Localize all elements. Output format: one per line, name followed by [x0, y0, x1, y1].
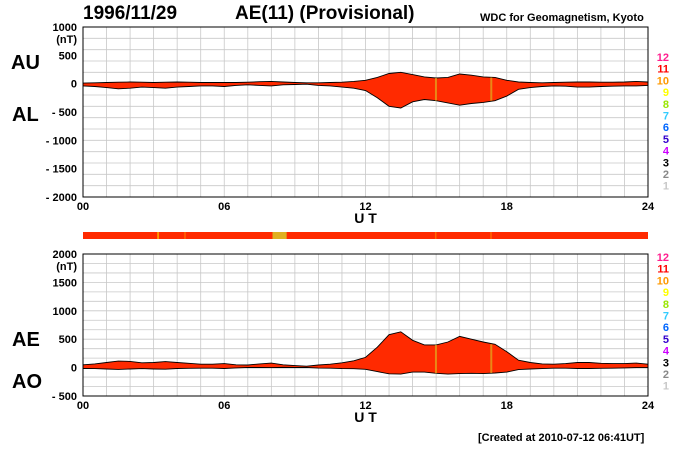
panel2-ytick-label: 1500 [53, 277, 77, 289]
panel2-station-scale-6: 6 [663, 322, 669, 334]
panel2-ytick-label: 0 [71, 363, 77, 375]
coverage-bar-mark [490, 232, 492, 239]
panel1-xtick-label: 24 [642, 201, 655, 213]
panel2-y-unit-label: (nT) [56, 261, 77, 273]
panel1-station-scale-7: 7 [663, 111, 669, 123]
panel2-station-scale-5: 5 [663, 334, 669, 346]
panel2-area [83, 331, 648, 375]
panel1-ytick-label: - 1500 [46, 164, 77, 176]
panel2-station-scale-2: 2 [663, 369, 669, 381]
panel2-station-scale-9: 9 [663, 287, 669, 299]
panel1-x-axis-label: U T [354, 210, 377, 226]
panel1-frame [82, 26, 649, 198]
ae-label: AE [12, 329, 40, 351]
panel1-ytick-label: 500 [59, 50, 77, 62]
coverage-bar-mark [272, 232, 287, 239]
panel1-ytick-label: - 2000 [46, 192, 77, 204]
panel1-ytick-label: - 1000 [46, 135, 77, 147]
chart-title: AE(11) (Provisional) [235, 3, 415, 24]
panel2-xtick-label: 06 [218, 400, 230, 412]
panel2-station-mark [434, 344, 437, 374]
al-label: AL [12, 104, 39, 126]
panel1-station-scale-3: 3 [663, 157, 669, 169]
coverage-bar [83, 232, 648, 239]
coverage-bar-mark [184, 232, 186, 239]
panel1-xtick-label: 00 [77, 201, 89, 213]
panel2-xtick-label: 18 [501, 400, 513, 412]
panel1-ytick-label: 0 [71, 79, 77, 91]
panel1-y-unit-label: (nT) [56, 34, 77, 46]
panel2-ytick-label: 500 [59, 334, 77, 346]
panel2-ytick-label: 2000 [53, 249, 77, 261]
panel2-station-scale-11: 11 [657, 264, 669, 276]
panel1-station-scale-11: 11 [657, 64, 669, 76]
panel1-station-scale-1: 1 [663, 181, 669, 193]
panel1-station-scale-2: 2 [663, 169, 669, 181]
ao-label: AO [12, 371, 42, 393]
panel1-upper-series-line [82, 71, 649, 84]
panel2-frame [82, 253, 649, 397]
panel1-station-scale-12: 12 [657, 52, 669, 64]
panel2-station-scale-1: 1 [663, 381, 669, 393]
au-label: AU [11, 52, 40, 74]
panel2-xtick-label: 12 [359, 400, 371, 412]
panel1-station-scale-8: 8 [663, 99, 669, 111]
panel2-station-scale-8: 8 [663, 299, 669, 311]
panel2-upper-series-line [82, 331, 649, 367]
credit-text: WDC for Geomagnetism, Kyoto [480, 12, 644, 24]
panel2-station-scale-10: 10 [657, 275, 669, 287]
panel2-lower-series-line [82, 366, 648, 375]
panel2-station-scale-3: 3 [663, 357, 669, 369]
panel2-station-scale-4: 4 [663, 346, 670, 358]
panel1-station-scale-9: 9 [663, 87, 669, 99]
panel2-station-mark [490, 344, 493, 373]
panel1-station-scale-10: 10 [657, 75, 669, 87]
coverage-bar-mark [434, 232, 437, 239]
panel1-station-mark [490, 77, 493, 101]
panel1-xtick-label: 12 [359, 201, 371, 213]
panel2-station-scale-7: 7 [663, 311, 669, 323]
panel2-xtick-label: 00 [77, 400, 89, 412]
panel1-ytick-label: 1000 [53, 22, 77, 34]
panel1-xtick-label: 06 [218, 201, 230, 213]
created-timestamp: [Created at 2010-07-12 06:41UT] [478, 432, 645, 444]
panel1-station-scale-4: 4 [663, 146, 670, 158]
panel2-station-scale-12: 12 [657, 252, 669, 264]
coverage-bar-mark [157, 232, 160, 239]
panel2-ytick-label: 1000 [53, 306, 77, 318]
panel1-lower-series-line [82, 83, 649, 109]
panel1-station-scale-6: 6 [663, 122, 669, 134]
panel1-station-scale-5: 5 [663, 134, 669, 146]
chart-date: 1996/11/29 [83, 3, 178, 24]
panel1-station-mark [434, 78, 437, 101]
panel1-ytick-label: - 500 [52, 107, 77, 119]
panel2-xtick-label: 24 [642, 400, 655, 412]
panel2-ytick-label: - 500 [52, 391, 77, 403]
panel1-xtick-label: 18 [501, 201, 513, 213]
panel2-x-axis-label: U T [354, 409, 377, 425]
